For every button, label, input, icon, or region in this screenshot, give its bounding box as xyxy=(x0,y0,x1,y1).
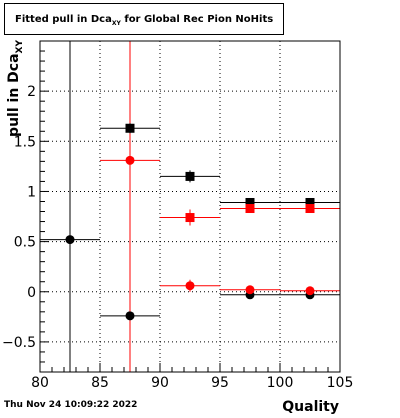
square-marker xyxy=(245,204,255,214)
chart-title-subscript: XY xyxy=(111,20,121,27)
y-tick-label: 2 xyxy=(27,84,36,100)
x-tick-label: 80 xyxy=(31,375,49,391)
data-point xyxy=(160,209,220,226)
circle-marker xyxy=(305,286,315,296)
data-point xyxy=(100,123,160,134)
x-tick-label: 105 xyxy=(327,375,354,391)
y-axis-label-subscript: XY xyxy=(15,40,25,54)
x-tick-label: 100 xyxy=(267,375,294,391)
data-point xyxy=(220,285,280,295)
x-axis-label: Quality xyxy=(282,399,339,414)
y-tick-label: 0 xyxy=(27,285,36,301)
chart-title-suffix: for Global Rec Pion NoHits xyxy=(120,14,274,25)
square-marker xyxy=(305,197,315,207)
circle-marker xyxy=(185,281,195,291)
data-point xyxy=(100,311,160,321)
chart-title-box: Fitted pull in DcaXY for Global Rec Pion… xyxy=(4,3,284,35)
data-point xyxy=(220,197,280,207)
data-point xyxy=(280,204,340,214)
y-tick-label: −0.5 xyxy=(2,335,36,351)
x-tick-label: 85 xyxy=(91,375,109,391)
circle-marker xyxy=(245,285,255,295)
circle-marker xyxy=(125,155,135,165)
x-tick-label: 95 xyxy=(211,375,229,391)
y-axis-label-main: pull in Dca xyxy=(6,53,22,136)
data-point xyxy=(160,279,220,292)
square-marker xyxy=(305,204,315,214)
grid xyxy=(40,41,340,372)
data-point xyxy=(160,170,220,183)
chart-title: Fitted pull in DcaXY for Global Rec Pion… xyxy=(15,14,273,27)
vertical-lines xyxy=(69,41,131,372)
x-tick-label: 90 xyxy=(151,375,169,391)
data-point xyxy=(40,235,100,245)
y-axis-label: pull in DcaXY xyxy=(6,40,25,137)
data-point xyxy=(280,286,340,296)
data-point xyxy=(220,204,280,214)
y-tick-label: 0.5 xyxy=(14,235,36,251)
circle-marker xyxy=(125,311,135,321)
circle-marker xyxy=(65,235,75,245)
tick-labels: 80 85 90 95 100 105 −0.5 0 0.5 1 1.5 2 xyxy=(2,84,353,391)
y-tick-label: 1.5 xyxy=(14,134,36,150)
data-point xyxy=(280,197,340,207)
chart-title-prefix: Fitted pull in Dca xyxy=(15,14,112,25)
axis-ticks xyxy=(39,50,341,373)
plot-frame xyxy=(39,40,341,373)
square-marker xyxy=(185,171,195,181)
square-marker xyxy=(125,123,135,133)
data-point xyxy=(100,155,160,165)
timestamp-footer: Thu Nov 24 10:09:22 2022 xyxy=(4,400,138,410)
square-marker xyxy=(185,213,195,223)
data-points xyxy=(40,123,340,321)
y-tick-label: 1 xyxy=(27,184,36,200)
square-marker xyxy=(245,197,255,207)
